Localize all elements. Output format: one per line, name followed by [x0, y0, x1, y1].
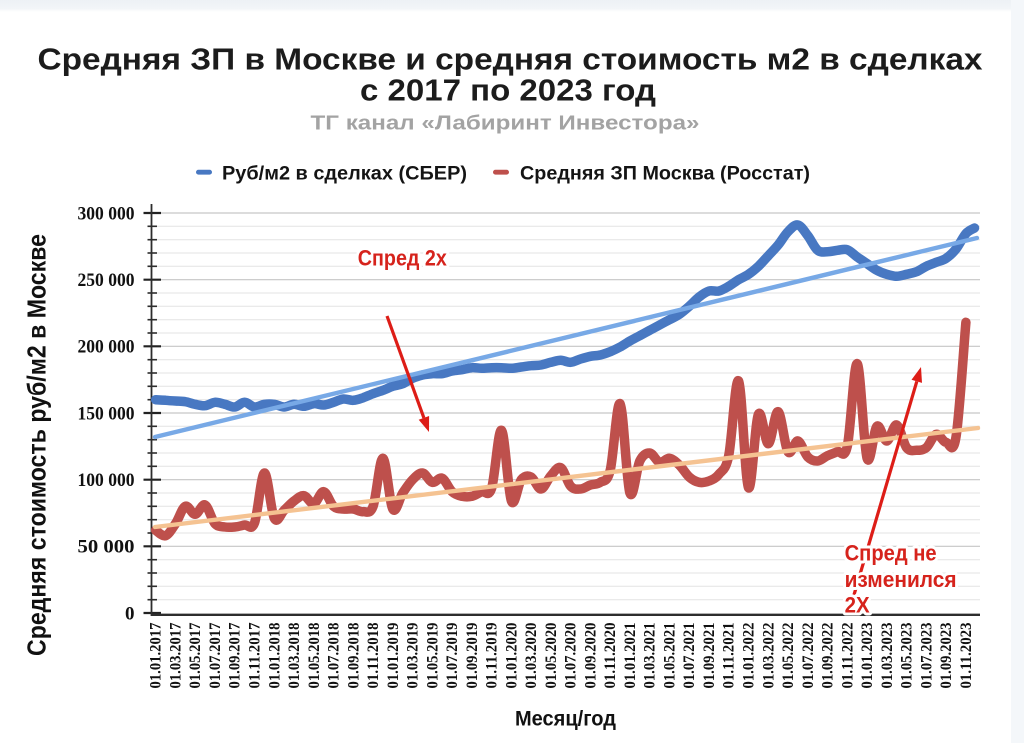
svg-text:Руб/м2 в сделках (СБЕР): Руб/м2 в сделках (СБЕР)	[222, 164, 467, 185]
svg-text:01.11.2019: 01.11.2019	[484, 622, 501, 688]
svg-text:01.03.2021: 01.03.2021	[642, 623, 659, 689]
svg-text:изменился: изменился	[845, 567, 957, 592]
svg-text:01.09.2020: 01.09.2020	[582, 622, 599, 688]
svg-text:01.03.2020: 01.03.2020	[523, 622, 540, 688]
svg-text:01.07.2017: 01.07.2017	[207, 622, 224, 688]
svg-text:01.07.2019: 01.07.2019	[444, 622, 461, 688]
svg-text:01.05.2019: 01.05.2019	[424, 622, 441, 688]
svg-text:Спред не: Спред не	[845, 541, 937, 566]
svg-text:Средняя стоимость руб/м2 в Мос: Средняя стоимость руб/м2 в Москве	[22, 234, 52, 656]
svg-text:01.05.2022: 01.05.2022	[780, 622, 797, 688]
svg-text:01.11.2018: 01.11.2018	[365, 622, 382, 688]
svg-text:01.03.2017: 01.03.2017	[168, 622, 185, 688]
svg-text:01.07.2023: 01.07.2023	[918, 622, 935, 688]
svg-text:Средняя ЗП Москва (Росстат): Средняя ЗП Москва (Росстат)	[520, 164, 810, 185]
svg-text:01.07.2021: 01.07.2021	[681, 623, 698, 689]
svg-text:01.09.2023: 01.09.2023	[938, 622, 955, 688]
svg-text:100 000: 100 000	[78, 470, 135, 491]
svg-text:01.09.2021: 01.09.2021	[701, 623, 718, 689]
svg-text:150 000: 150 000	[78, 403, 135, 424]
svg-text:250 000: 250 000	[78, 270, 135, 291]
svg-text:0: 0	[125, 603, 135, 624]
svg-text:01.07.2020: 01.07.2020	[563, 622, 580, 688]
svg-text:01.03.2019: 01.03.2019	[405, 622, 422, 688]
svg-text:01.11.2021: 01.11.2021	[721, 623, 738, 689]
svg-text:01.09.2022: 01.09.2022	[820, 622, 837, 688]
svg-text:01.07.2018: 01.07.2018	[326, 622, 343, 688]
svg-text:01.01.2020: 01.01.2020	[503, 622, 520, 688]
svg-text:01.05.2023: 01.05.2023	[899, 622, 916, 688]
svg-text:01.11.2023: 01.11.2023	[958, 622, 975, 688]
svg-text:ТГ канал «Лабиринт Инвестора»: ТГ канал «Лабиринт Инвестора»	[311, 113, 700, 135]
svg-text:01.01.2018: 01.01.2018	[266, 622, 283, 688]
svg-text:01.05.2021: 01.05.2021	[662, 623, 679, 689]
svg-text:с 2017 по 2023 год: с 2017 по 2023 год	[360, 73, 656, 108]
svg-text:01.05.2020: 01.05.2020	[543, 622, 560, 688]
svg-text:01.09.2018: 01.09.2018	[345, 622, 362, 688]
svg-text:01.09.2017: 01.09.2017	[227, 622, 244, 688]
svg-text:Средняя ЗП в Москве и средняя: Средняя ЗП в Москве и средняя стоимость …	[38, 42, 984, 77]
svg-text:01.01.2021: 01.01.2021	[622, 623, 639, 689]
svg-text:01.03.2018: 01.03.2018	[286, 622, 303, 688]
svg-text:01.01.2017: 01.01.2017	[148, 622, 165, 688]
svg-text:01.11.2022: 01.11.2022	[839, 622, 856, 688]
svg-text:01.03.2022: 01.03.2022	[760, 622, 777, 688]
svg-text:01.05.2017: 01.05.2017	[187, 622, 204, 688]
svg-text:01.11.2017: 01.11.2017	[247, 622, 264, 688]
svg-text:01.07.2022: 01.07.2022	[800, 622, 817, 688]
svg-text:01.01.2019: 01.01.2019	[385, 622, 402, 688]
svg-text:Месяц/год: Месяц/год	[515, 708, 616, 731]
svg-text:01.05.2018: 01.05.2018	[306, 622, 323, 688]
svg-text:01.09.2019: 01.09.2019	[464, 622, 481, 688]
svg-text:01.11.2020: 01.11.2020	[602, 622, 619, 688]
svg-text:01.03.2023: 01.03.2023	[879, 622, 896, 688]
svg-text:01.01.2023: 01.01.2023	[859, 622, 876, 688]
svg-text:300 000: 300 000	[78, 203, 135, 224]
svg-text:50 000: 50 000	[78, 537, 135, 558]
svg-text:01.01.2022: 01.01.2022	[741, 622, 758, 688]
svg-text:Спред 2x: Спред 2x	[358, 246, 448, 271]
svg-text:2Х: 2Х	[845, 593, 870, 618]
svg-text:200 000: 200 000	[78, 337, 135, 358]
